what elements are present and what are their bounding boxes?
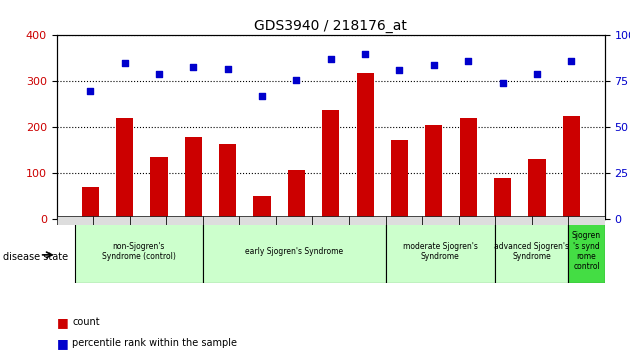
FancyBboxPatch shape <box>495 216 532 225</box>
FancyBboxPatch shape <box>93 216 130 225</box>
FancyBboxPatch shape <box>130 216 166 225</box>
FancyBboxPatch shape <box>166 216 203 225</box>
FancyBboxPatch shape <box>386 216 422 225</box>
FancyBboxPatch shape <box>532 216 568 225</box>
Point <box>120 60 130 66</box>
Point <box>326 57 336 62</box>
FancyBboxPatch shape <box>422 216 459 225</box>
Point <box>257 93 267 99</box>
Bar <box>494 178 511 219</box>
Bar <box>322 110 340 219</box>
Bar <box>185 137 202 219</box>
Point <box>566 58 576 64</box>
FancyBboxPatch shape <box>203 219 386 283</box>
Text: moderate Sjogren's
Syndrome: moderate Sjogren's Syndrome <box>403 242 478 261</box>
Text: early Sjogren's Syndrome: early Sjogren's Syndrome <box>245 247 343 256</box>
Text: percentile rank within the sample: percentile rank within the sample <box>72 338 238 348</box>
Text: disease state: disease state <box>3 252 68 262</box>
Point <box>154 71 164 77</box>
Text: count: count <box>72 317 100 327</box>
FancyBboxPatch shape <box>57 216 93 225</box>
Point <box>360 51 370 57</box>
Title: GDS3940 / 218176_at: GDS3940 / 218176_at <box>255 19 407 33</box>
Bar <box>288 170 305 219</box>
FancyBboxPatch shape <box>312 216 349 225</box>
FancyBboxPatch shape <box>349 216 386 225</box>
Bar <box>391 140 408 219</box>
Point <box>498 80 508 86</box>
FancyBboxPatch shape <box>568 216 605 225</box>
Point <box>291 77 301 82</box>
Point <box>188 64 198 69</box>
Bar <box>116 118 133 219</box>
Bar <box>529 159 546 219</box>
Point <box>222 66 232 72</box>
Bar <box>82 187 99 219</box>
FancyBboxPatch shape <box>568 219 605 283</box>
FancyBboxPatch shape <box>495 219 568 283</box>
FancyBboxPatch shape <box>239 216 276 225</box>
Text: non-Sjogren's
Syndrome (control): non-Sjogren's Syndrome (control) <box>102 242 176 261</box>
FancyBboxPatch shape <box>459 216 495 225</box>
FancyBboxPatch shape <box>203 216 239 225</box>
Bar <box>151 157 168 219</box>
Text: ■: ■ <box>57 316 69 329</box>
Bar <box>460 118 477 219</box>
Bar <box>253 195 271 219</box>
FancyBboxPatch shape <box>276 216 312 225</box>
Point <box>85 88 95 93</box>
Point <box>532 71 542 77</box>
Text: ■: ■ <box>57 337 69 350</box>
Bar <box>425 125 442 219</box>
FancyBboxPatch shape <box>75 219 203 283</box>
Text: Sjogren
's synd
rome
control: Sjogren 's synd rome control <box>572 231 601 272</box>
FancyBboxPatch shape <box>386 219 495 283</box>
Bar <box>219 143 236 219</box>
Point <box>394 68 404 73</box>
Bar <box>357 73 374 219</box>
Bar <box>563 116 580 219</box>
Point <box>429 62 439 68</box>
Point <box>463 58 473 64</box>
Text: advanced Sjogren's
Syndrome: advanced Sjogren's Syndrome <box>494 242 570 261</box>
